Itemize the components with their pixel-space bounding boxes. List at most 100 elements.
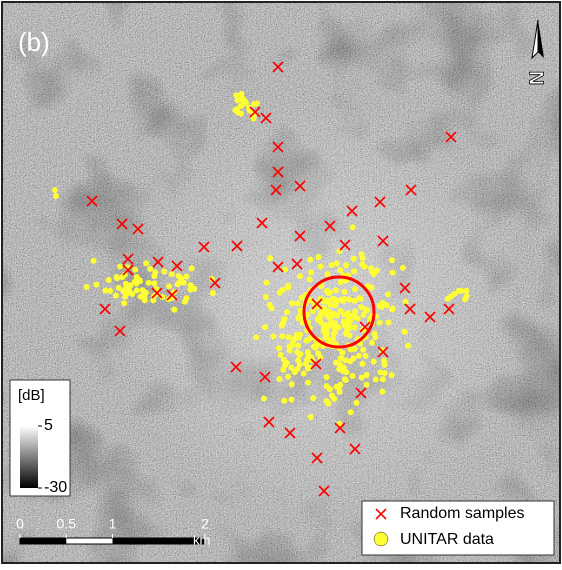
- unitar-point: [343, 357, 349, 363]
- unitar-point: [184, 274, 190, 280]
- unitar-point: [262, 324, 268, 330]
- unitar-point: [400, 265, 406, 271]
- unitar-point: [324, 374, 330, 380]
- unitar-point: [362, 307, 368, 313]
- unitar-point: [277, 352, 283, 358]
- unitar-point: [352, 346, 358, 352]
- unitar-point: [267, 255, 273, 261]
- unitar-point: [448, 293, 454, 299]
- unitar-point: [261, 396, 267, 402]
- unitar-point: [359, 375, 365, 381]
- unitar-point: [339, 350, 345, 356]
- unitar-point: [324, 271, 330, 277]
- unitar-point: [289, 381, 295, 387]
- colorbar-tick-label: -30: [44, 479, 67, 496]
- unitar-point: [330, 336, 336, 342]
- unitar-point: [102, 287, 108, 293]
- unitar-point: [143, 260, 149, 266]
- unitar-point: [351, 256, 357, 262]
- unitar-point: [328, 319, 334, 325]
- unitar-point: [381, 358, 387, 364]
- unitar-point: [294, 366, 300, 372]
- unitar-point: [285, 374, 291, 380]
- urban-area: [2, 2, 560, 563]
- unitar-point: [338, 279, 344, 285]
- unitar-point: [380, 300, 386, 306]
- unitar-point: [349, 373, 355, 379]
- unitar-point: [345, 310, 351, 316]
- unitar-point: [359, 251, 365, 257]
- unitar-point: [279, 333, 285, 339]
- unitar-point: [233, 92, 239, 98]
- unitar-point: [234, 107, 240, 113]
- unitar-point: [337, 308, 343, 314]
- unitar-point: [324, 327, 330, 333]
- scale-bar-label: 1: [109, 516, 117, 532]
- unitar-point: [327, 386, 333, 392]
- unitar-point: [297, 273, 303, 279]
- unitar-point: [405, 343, 411, 349]
- unitar-point: [169, 271, 175, 277]
- unitar-point: [279, 323, 285, 329]
- unitar-point: [295, 357, 301, 363]
- unitar-point: [166, 283, 172, 289]
- unitar-point: [324, 288, 330, 294]
- unitar-point: [276, 345, 282, 351]
- unitar-point: [369, 340, 375, 346]
- unitar-point: [138, 294, 144, 300]
- unitar-point: [326, 309, 332, 315]
- unitar-point: [91, 258, 97, 264]
- unitar-point: [385, 291, 391, 297]
- north-label: N: [526, 71, 548, 85]
- unitar-point: [305, 380, 311, 386]
- unitar-point: [281, 316, 287, 322]
- unitar-point: [268, 305, 274, 311]
- legend-label: Random samples: [400, 505, 525, 522]
- unitar-point: [347, 318, 353, 324]
- colorbar-label: [dB]: [18, 387, 45, 404]
- unitar-point: [350, 224, 356, 230]
- unitar-point: [379, 389, 385, 395]
- unitar-point: [305, 349, 311, 355]
- unitar-point: [264, 280, 270, 286]
- unitar-point: [263, 294, 269, 300]
- unitar-point: [353, 314, 359, 320]
- unitar-point: [286, 334, 292, 340]
- unitar-point: [352, 308, 358, 314]
- unitar-point: [380, 376, 386, 382]
- unitar-point: [270, 333, 276, 339]
- unitar-point: [93, 282, 99, 288]
- unitar-point: [140, 288, 146, 294]
- unitar-point: [294, 349, 300, 355]
- unitar-point: [151, 280, 157, 286]
- unitar-point: [210, 290, 216, 296]
- unitar-point: [281, 398, 287, 404]
- unitar-point: [402, 329, 408, 335]
- unitar-point: [251, 101, 257, 107]
- unitar-point: [389, 257, 395, 263]
- map: (b) N [dB] 5-30 00.512km Random samplesU…: [0, 0, 562, 565]
- unitar-point: [342, 376, 348, 382]
- unitar-point: [178, 275, 184, 281]
- unitar-point: [277, 290, 283, 296]
- unitar-point: [333, 287, 339, 293]
- colorbar: [dB] 5-30: [10, 380, 70, 496]
- unitar-point: [285, 285, 291, 291]
- unitar-point: [292, 336, 298, 342]
- unitar-point: [289, 397, 295, 403]
- unitar-point: [310, 395, 316, 401]
- unitar-point: [329, 393, 335, 399]
- unitar-point: [106, 277, 112, 283]
- unitar-point: [113, 293, 119, 299]
- unitar-point: [323, 334, 329, 340]
- unitar-point: [333, 360, 339, 366]
- unitar-point: [353, 400, 359, 406]
- unitar-point: [343, 262, 349, 268]
- unitar-point: [458, 288, 464, 294]
- unitar-point: [182, 299, 188, 305]
- unitar-point: [114, 274, 120, 280]
- unitar-point: [463, 288, 469, 294]
- unitar-point: [323, 398, 329, 404]
- unitar-point: [52, 187, 58, 193]
- unitar-point: [127, 282, 133, 288]
